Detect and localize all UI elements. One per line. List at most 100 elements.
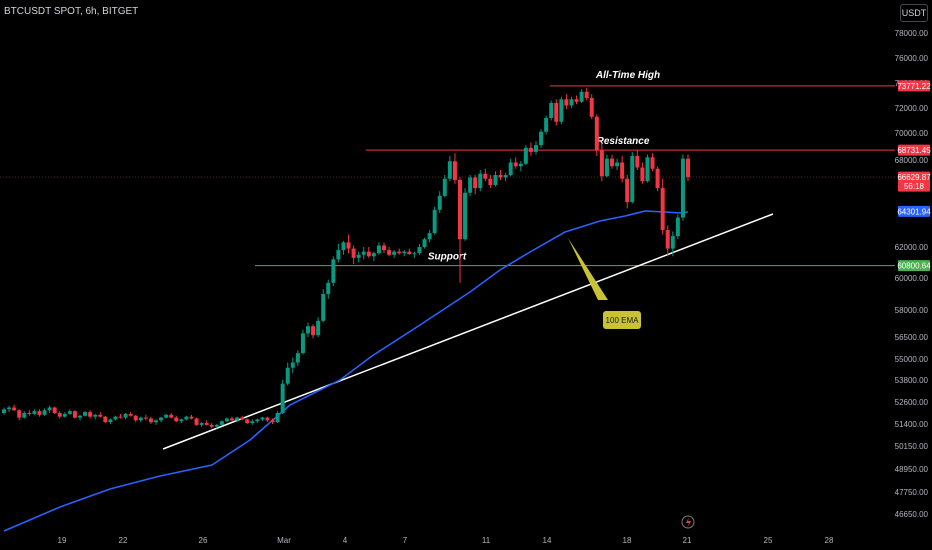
x-tick-label: 18 (623, 536, 632, 545)
level-label: Resistance (597, 136, 650, 147)
y-tick-label: 53800.00 (895, 376, 929, 385)
candle-body (473, 177, 478, 189)
candle-body (138, 417, 143, 421)
candle-body (376, 245, 381, 254)
candle-body (219, 421, 224, 425)
candle-body (640, 167, 645, 182)
candle-body (230, 418, 234, 421)
candle-body (625, 178, 630, 203)
candle-body (452, 161, 457, 180)
candle-body (300, 333, 305, 354)
candle-body (564, 99, 569, 106)
candle-body (675, 217, 680, 237)
chart-title: BTCUSDT SPOT, 6h, BITGET (4, 6, 139, 17)
candle-body (42, 410, 47, 415)
candle-body (83, 412, 88, 416)
candle-body (199, 423, 204, 425)
candle-body (670, 236, 675, 249)
y-tick-label: 55000.00 (895, 355, 929, 364)
candle-body (113, 416, 118, 420)
y-tick-label: 52600.00 (895, 398, 929, 407)
x-tick-label: 28 (825, 536, 834, 545)
candle-body (336, 250, 341, 260)
candle-body (17, 410, 22, 418)
candle-body (52, 407, 57, 413)
candle-body (57, 413, 62, 417)
x-tick-label: 11 (482, 536, 491, 545)
candle-body (133, 415, 138, 421)
candle-body (630, 155, 635, 203)
candle-body (518, 163, 523, 167)
candle-body (549, 103, 554, 118)
candle-body (270, 420, 275, 423)
candle-body (306, 326, 310, 334)
candle-body (148, 418, 153, 423)
candle-body (179, 419, 184, 422)
ema-tag (898, 205, 930, 217)
current-price-tag (898, 171, 930, 192)
y-tick-label: 50150.00 (895, 442, 929, 451)
candle-body (321, 294, 326, 321)
candle-body (285, 367, 290, 384)
y-tick-label: 78000.00 (895, 29, 929, 38)
candle-body (204, 423, 209, 425)
candle-body (442, 178, 447, 196)
trend-line (162, 213, 774, 450)
candle-body (346, 242, 351, 249)
candle-body (123, 413, 128, 418)
candle-body (569, 99, 574, 106)
candle-body (47, 407, 52, 411)
candle-body (523, 147, 528, 164)
candle-body (224, 418, 229, 422)
candle-body (660, 188, 665, 230)
candle-body (680, 158, 685, 218)
y-tick-label: 47750.00 (895, 488, 929, 497)
y-tick-label: 48950.00 (895, 465, 929, 474)
candle-body (37, 411, 42, 415)
candle-body (22, 413, 27, 418)
candle-body (154, 420, 158, 423)
level-label: Support (428, 252, 467, 263)
candle-body (12, 407, 17, 411)
callout-box (603, 311, 641, 329)
candle-body (326, 282, 331, 294)
candle-body (174, 417, 179, 422)
candle-body (366, 251, 371, 257)
x-tick-label: 25 (764, 536, 773, 545)
candle-body (72, 411, 77, 418)
candle-body (341, 242, 346, 251)
candle-body (559, 99, 564, 122)
x-tick-label: 26 (199, 536, 208, 545)
candle-body (260, 417, 265, 420)
currency-selector[interactable]: USDT (900, 4, 928, 22)
candle-body (493, 175, 498, 185)
candle-body (2, 409, 6, 413)
y-tick-label: 60000.00 (895, 274, 929, 283)
candle-body (437, 195, 442, 210)
y-tick-label: 58000.00 (895, 306, 929, 315)
candle-body (498, 175, 503, 178)
candle-body (579, 91, 584, 102)
candle-body (371, 253, 376, 257)
candle-body (209, 424, 214, 427)
candle-body (189, 416, 194, 419)
candle-body (108, 419, 113, 423)
candle-body (539, 131, 544, 146)
candle-body (356, 254, 361, 258)
candle-body (447, 161, 452, 179)
candle-body (27, 413, 32, 414)
candle-body (290, 362, 295, 368)
x-tick-label: 22 (119, 536, 128, 545)
lightning-icon[interactable] (681, 515, 695, 529)
resistance-tag-label: 68731.45 (897, 146, 931, 155)
candle-body (610, 158, 614, 167)
candle-body (508, 162, 513, 175)
candle-body (407, 251, 412, 254)
candle-body (275, 413, 280, 423)
candle-body (164, 414, 169, 418)
candle-body (620, 162, 625, 179)
candle-body (280, 383, 285, 413)
all-time-high-tag-label: 73771.22 (897, 82, 931, 91)
ema-callout-label: 100 EMA (606, 316, 640, 325)
